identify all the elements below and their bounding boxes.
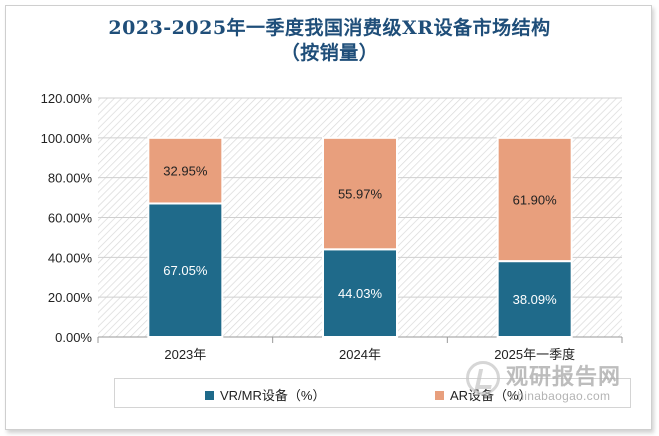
y-tick-label: 100.00%	[41, 131, 93, 146]
legend: VR/MR设备（%） AR设备（%）	[114, 378, 631, 408]
y-tick-label: 40.00%	[48, 250, 93, 265]
legend-label-ar: AR设备（%）	[450, 388, 532, 403]
chart-title: 2023-2025年一季度我国消费级XR设备市场结构 （按销量）	[0, 16, 659, 66]
legend-swatch-vr	[205, 391, 214, 400]
bar-vr-mr	[322, 248, 398, 338]
bar-ar	[322, 136, 398, 251]
legend-swatch-ar	[435, 391, 444, 400]
x-tick-label: 2023年	[164, 347, 206, 362]
bar-ar	[496, 136, 573, 263]
chart-title-line: 2023-2025年一季度我国消费级XR设备市场结构	[108, 17, 551, 39]
watermark-logo-icon	[466, 361, 500, 395]
legend-item-ar: AR设备（%）	[435, 385, 532, 404]
data-label-ar: 55.97%	[338, 187, 383, 202]
bar-vr-mr	[147, 202, 224, 338]
watermark-cn: 观研报告网	[506, 364, 622, 389]
data-label-ar: 32.95%	[163, 164, 208, 179]
data-label-vr-mr: 67.05%	[163, 263, 208, 278]
y-tick-label: 0.00%	[55, 330, 92, 345]
data-label-ar: 61.90%	[513, 192, 558, 207]
bar-ar	[147, 136, 224, 205]
y-tick-label: 20.00%	[48, 290, 93, 305]
legend-item-vr: VR/MR设备（%）	[205, 385, 325, 404]
watermark-en: chinabaogao.com	[511, 389, 611, 403]
x-tick-label: 2024年	[339, 347, 381, 362]
chart-subtitle: （按销量）	[280, 42, 379, 64]
y-tick-label: 60.00%	[48, 211, 93, 226]
watermark: 观研报告网 chinabaogao.com	[466, 359, 641, 409]
x-tick-label: 2025年一季度	[494, 347, 575, 362]
data-label-vr-mr: 44.03%	[338, 286, 383, 301]
legend-label-vr: VR/MR设备（%）	[220, 388, 326, 403]
y-tick-label: 120.00%	[41, 91, 93, 106]
y-tick-label: 80.00%	[48, 171, 93, 186]
data-label-vr-mr: 38.09%	[513, 292, 558, 307]
